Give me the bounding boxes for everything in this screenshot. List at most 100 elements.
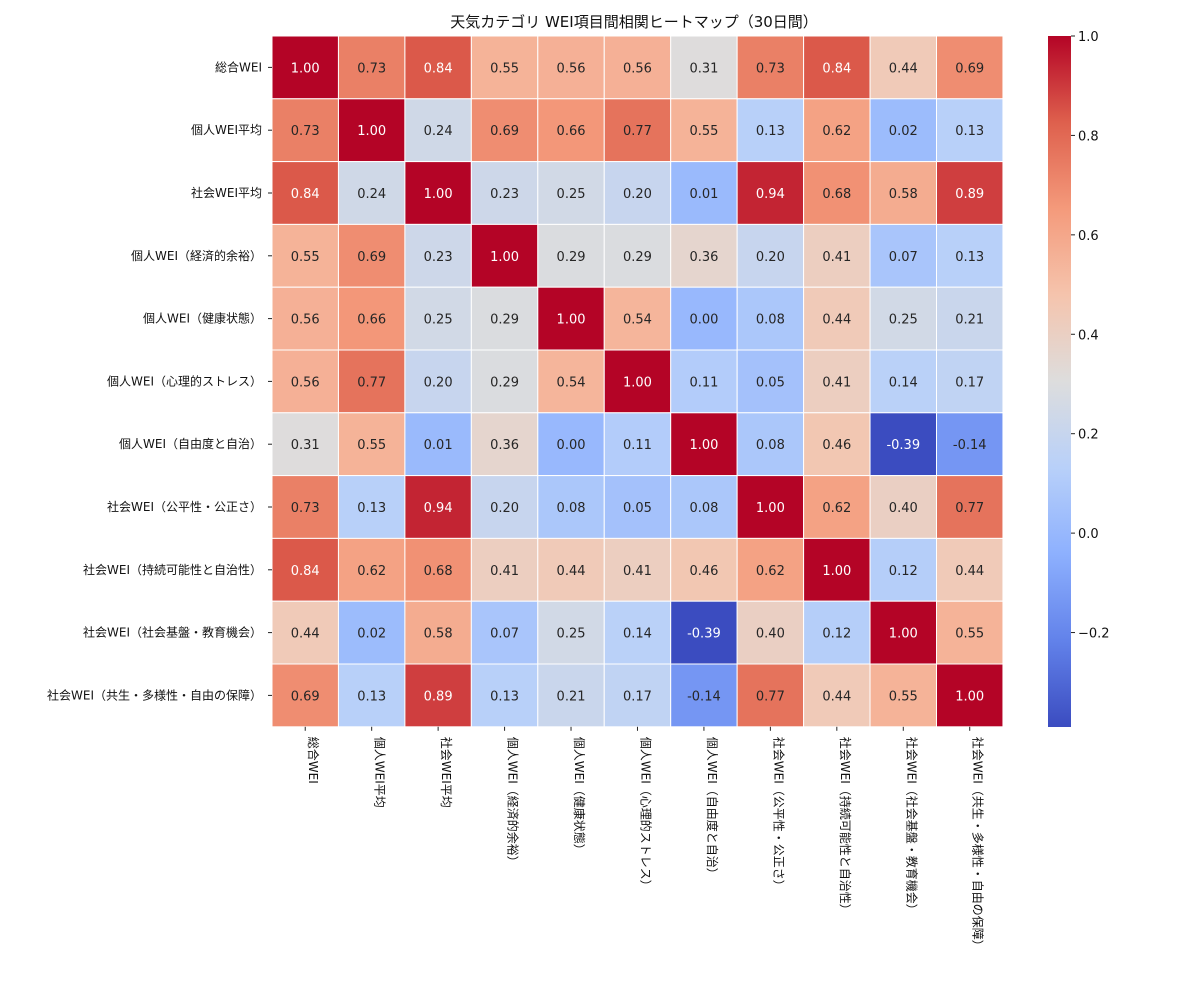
cell-value-label: 0.55 xyxy=(490,61,519,76)
cell-value-label: 0.36 xyxy=(490,438,519,453)
heatmap-cell xyxy=(404,537,472,602)
heatmap-cell xyxy=(271,412,339,477)
cell-value-label: 0.69 xyxy=(955,61,984,76)
cell-value-label: 0.25 xyxy=(557,187,586,202)
cell-value-label: -0.14 xyxy=(687,689,721,704)
heatmap-cells: 1.00 0.73 0.84 0.55 0.56 0.56 0.31 0.73 0.84 0.44… xyxy=(271,35,1004,728)
heatmap-cell xyxy=(603,412,672,477)
cell-value-label: 0.69 xyxy=(291,689,320,704)
cell-value-label: 0.41 xyxy=(822,375,851,390)
cell-value-label: 0.13 xyxy=(756,124,785,139)
heatmap-cell xyxy=(603,98,672,163)
cell-value-label: 0.84 xyxy=(291,187,320,202)
cell-value-label: 0.73 xyxy=(291,501,320,516)
heatmap-cell xyxy=(869,223,937,288)
x-tick-label: 個人WEI（自由度と自治） xyxy=(705,737,720,880)
heatmap-cell xyxy=(271,475,339,539)
cell-value-label: 1.00 xyxy=(357,124,386,139)
cell-value-label: 0.77 xyxy=(357,375,386,390)
y-tick-label: 社会WEI（共生・多様性・自由の保障） xyxy=(47,687,262,702)
cell-value-label: 0.94 xyxy=(756,187,785,202)
cell-value-label: 0.44 xyxy=(955,564,984,579)
cell-value-label: 0.55 xyxy=(357,438,386,453)
heatmap-cell xyxy=(603,537,672,602)
cell-value-label: 0.84 xyxy=(822,61,851,76)
heatmap-cell xyxy=(670,161,738,225)
heatmap-cell xyxy=(936,663,1004,728)
heatmap-cell xyxy=(603,286,672,351)
cell-value-label: 1.00 xyxy=(424,187,453,202)
cell-value-label: 0.25 xyxy=(889,313,918,328)
cell-value-label: 0.07 xyxy=(889,250,918,265)
heatmap-cell xyxy=(603,349,672,414)
heatmap-cell xyxy=(670,98,738,163)
heatmap-cell xyxy=(337,475,406,539)
cell-value-label: 0.55 xyxy=(889,689,918,704)
cell-value-label: 0.21 xyxy=(955,313,984,328)
heatmap-cell xyxy=(337,663,406,728)
cell-value-label: 0.44 xyxy=(822,313,851,328)
x-tick-label: 個人WEI（経済的余裕） xyxy=(506,737,521,868)
cell-value-label: 1.00 xyxy=(689,438,718,453)
heatmap-cell xyxy=(537,286,605,351)
heatmap-cell xyxy=(603,223,672,288)
heatmap-cell xyxy=(736,663,805,728)
heatmap-cell xyxy=(936,223,1004,288)
cell-value-label: 1.00 xyxy=(822,564,851,579)
heatmap-cell xyxy=(470,600,539,665)
cell-value-label: 0.20 xyxy=(756,250,785,265)
cell-value-label: 0.29 xyxy=(490,375,519,390)
heatmap-cell xyxy=(337,412,406,477)
cell-value-label: 0.40 xyxy=(756,627,785,642)
heatmap-cell xyxy=(670,537,738,602)
heatmap-cell xyxy=(869,475,937,539)
colorbar-tick-label: 0.8 xyxy=(1078,129,1099,144)
cell-value-label: 0.20 xyxy=(424,375,453,390)
cell-value-label: 0.77 xyxy=(623,124,652,139)
chart-title: 天気カテゴリ WEI項目間相関ヒートマップ（30日間） xyxy=(450,13,818,31)
heatmap-cell xyxy=(271,349,339,414)
cell-value-label: 0.08 xyxy=(689,501,718,516)
cell-value-label: 0.41 xyxy=(822,250,851,265)
y-tick-label: 社会WEI（持続可能性と自治性） xyxy=(83,562,262,577)
cell-value-label: 1.00 xyxy=(490,250,519,265)
heatmap-cell xyxy=(470,223,539,288)
heatmap-cell xyxy=(936,475,1004,539)
colorbar-gradient xyxy=(1048,36,1071,727)
cell-value-label: 0.36 xyxy=(689,250,718,265)
heatmap-cell xyxy=(271,600,339,665)
cell-value-label: 0.25 xyxy=(557,627,586,642)
cell-value-label: 1.00 xyxy=(756,501,785,516)
cell-value-label: 0.66 xyxy=(557,124,586,139)
cell-value-label: 1.00 xyxy=(889,627,918,642)
cell-value-label: 0.62 xyxy=(357,564,386,579)
cell-value-label: 0.20 xyxy=(623,187,652,202)
x-tick-label: 社会WEI（公平性・公正さ） xyxy=(771,737,786,892)
heatmap-cell xyxy=(736,412,805,477)
cell-value-label: 0.05 xyxy=(756,375,785,390)
heatmap-cell xyxy=(670,223,738,288)
cell-value-label: 0.29 xyxy=(623,250,652,265)
cell-value-label: 0.62 xyxy=(756,564,785,579)
cell-value-label: 0.84 xyxy=(424,61,453,76)
cell-value-label: 0.31 xyxy=(291,438,320,453)
heatmap-cell xyxy=(936,600,1004,665)
x-tick-label: 社会WEI（共生・多様性・自由の保障） xyxy=(971,737,986,952)
heatmap-cell xyxy=(736,35,805,100)
cell-value-label: 0.12 xyxy=(889,564,918,579)
cell-value-label: 0.94 xyxy=(424,501,453,516)
colorbar-tick-label: 0.0 xyxy=(1078,527,1099,542)
heatmap-cell xyxy=(803,600,871,665)
heatmap-cell xyxy=(337,35,406,100)
cell-value-label: 0.56 xyxy=(291,375,320,390)
y-tick-label: 総合WEI xyxy=(215,59,262,74)
heatmap-cell xyxy=(803,537,871,602)
heatmap-cell xyxy=(404,663,472,728)
heatmap-cell xyxy=(404,35,472,100)
cell-value-label: 0.29 xyxy=(490,313,519,328)
cell-value-label: 0.31 xyxy=(689,61,718,76)
cell-value-label: 0.05 xyxy=(623,501,652,516)
heatmap-cell xyxy=(470,349,539,414)
heatmap-cell xyxy=(404,161,472,225)
